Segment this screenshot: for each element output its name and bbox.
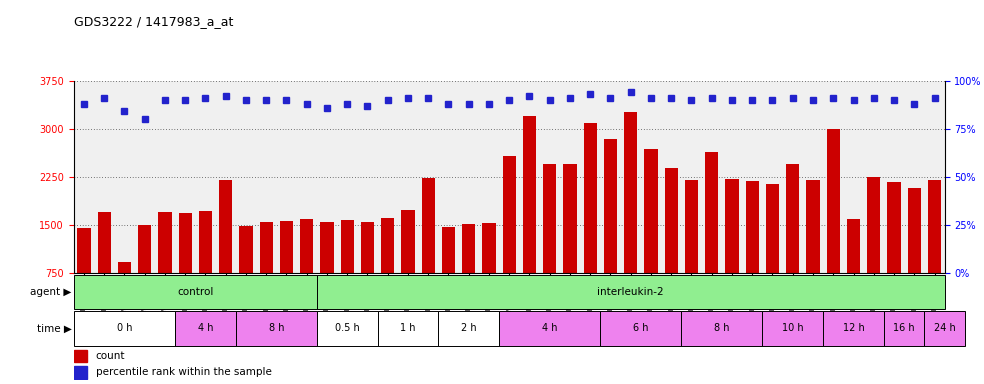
Text: GDS3222 / 1417983_a_at: GDS3222 / 1417983_a_at: [74, 15, 233, 28]
Text: 4 h: 4 h: [198, 323, 214, 333]
Bar: [681, 311, 763, 346]
Bar: [462, 224, 475, 273]
Bar: [624, 112, 638, 273]
Bar: [74, 350, 87, 362]
Bar: [260, 222, 273, 273]
Bar: [600, 311, 681, 346]
Bar: [118, 262, 131, 273]
Text: 0 h: 0 h: [117, 323, 132, 333]
Bar: [604, 139, 617, 273]
Bar: [664, 168, 678, 273]
Bar: [378, 311, 438, 346]
Bar: [340, 220, 354, 273]
Bar: [279, 221, 293, 273]
Bar: [847, 219, 860, 273]
Bar: [199, 210, 212, 273]
Text: 4 h: 4 h: [542, 323, 558, 333]
Bar: [706, 152, 718, 273]
Bar: [442, 227, 455, 273]
Bar: [321, 222, 334, 273]
Bar: [543, 164, 556, 273]
Text: interleukin-2: interleukin-2: [597, 287, 664, 297]
Text: 6 h: 6 h: [633, 323, 648, 333]
Bar: [867, 177, 881, 273]
Bar: [74, 275, 317, 309]
Bar: [564, 164, 577, 273]
Bar: [924, 311, 965, 346]
Text: 16 h: 16 h: [893, 323, 915, 333]
Text: 1 h: 1 h: [400, 323, 415, 333]
Bar: [523, 116, 536, 273]
Text: 8 h: 8 h: [714, 323, 729, 333]
Text: 10 h: 10 h: [782, 323, 804, 333]
Bar: [827, 129, 839, 273]
Bar: [300, 219, 313, 273]
Bar: [401, 210, 414, 273]
Bar: [219, 180, 232, 273]
Bar: [361, 222, 374, 273]
Text: agent ▶: agent ▶: [31, 287, 72, 297]
Bar: [438, 311, 499, 346]
Bar: [381, 218, 395, 273]
Bar: [888, 182, 900, 273]
Bar: [763, 311, 824, 346]
Bar: [746, 181, 759, 273]
Bar: [645, 149, 657, 273]
Bar: [74, 366, 87, 379]
Bar: [907, 187, 921, 273]
Bar: [317, 275, 945, 309]
Text: percentile rank within the sample: percentile rank within the sample: [95, 367, 272, 377]
Bar: [179, 213, 192, 273]
Bar: [236, 311, 317, 346]
Bar: [158, 212, 171, 273]
Bar: [138, 225, 152, 273]
Bar: [97, 212, 111, 273]
Bar: [824, 311, 884, 346]
Text: count: count: [95, 351, 125, 361]
Bar: [725, 179, 739, 273]
Bar: [584, 123, 597, 273]
Bar: [421, 178, 435, 273]
Bar: [499, 311, 600, 346]
Bar: [685, 180, 698, 273]
Text: 12 h: 12 h: [842, 323, 864, 333]
Text: 0.5 h: 0.5 h: [335, 323, 359, 333]
Text: control: control: [177, 287, 214, 297]
Bar: [503, 156, 516, 273]
Bar: [175, 311, 236, 346]
Bar: [786, 164, 799, 273]
Bar: [482, 223, 496, 273]
Bar: [928, 180, 941, 273]
Bar: [807, 180, 820, 273]
Text: 2 h: 2 h: [461, 323, 476, 333]
Bar: [766, 184, 779, 273]
Bar: [317, 311, 378, 346]
Text: 8 h: 8 h: [269, 323, 284, 333]
Text: time ▶: time ▶: [37, 323, 72, 333]
Bar: [78, 228, 91, 273]
Bar: [74, 311, 175, 346]
Bar: [239, 226, 253, 273]
Bar: [884, 311, 924, 346]
Text: 24 h: 24 h: [934, 323, 955, 333]
